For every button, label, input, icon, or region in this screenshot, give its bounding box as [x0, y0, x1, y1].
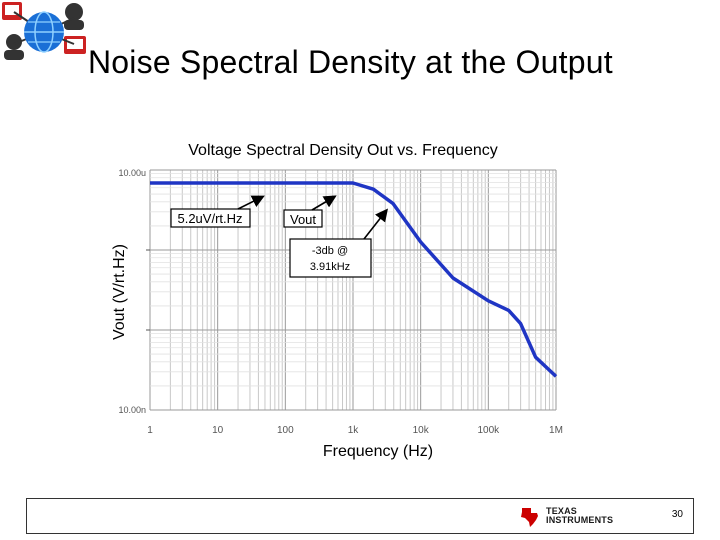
- annotation-arrow-level: [237, 195, 265, 210]
- ti-logo-line1: TEXAS: [546, 506, 578, 516]
- annotations: 5.2uV/rt.Hz Vout -3db @ 3.91kHz: [170, 195, 388, 278]
- chart-title: Voltage Spectral Density Out vs. Frequen…: [188, 142, 497, 159]
- x-tick-label: 10: [212, 425, 224, 436]
- x-tick-label: 100: [277, 425, 294, 436]
- y-tick-label-bottom: 10.00n: [118, 405, 146, 415]
- slide-title: Noise Spectral Density at the Output: [88, 44, 613, 80]
- y-axis-label: Vout (V/rt.Hz): [111, 244, 128, 340]
- annotation-box-3db: [289, 238, 372, 278]
- x-tick-labels: 1 10 100 1k 10k 100k 1M: [147, 425, 563, 436]
- annotation-arrow-3db: [363, 208, 388, 240]
- x-axis-label: Frequency (Hz): [323, 443, 433, 460]
- annotation-box-vout: [283, 209, 323, 228]
- annotation-box-level: [170, 208, 251, 228]
- y-tick-label-top: 10.00u: [118, 168, 146, 178]
- ti-state-icon: [521, 508, 538, 527]
- texas-instruments-logo: TEXAS INSTRUMENTS: [519, 504, 649, 530]
- series-line-vout: [150, 181, 558, 378]
- x-tick-label: 100k: [477, 425, 500, 436]
- x-tick-label: 1M: [549, 425, 563, 436]
- annotation-level-text: 5.2uV/rt.Hz: [177, 211, 242, 226]
- annotation-3db-line2: 3.91kHz: [310, 261, 350, 273]
- chart-grid: [149, 169, 557, 411]
- x-tick-label: 1k: [348, 425, 360, 436]
- page-number: 30: [671, 509, 683, 520]
- x-tick-label: 10k: [413, 425, 430, 436]
- slide-footer: TEXAS INSTRUMENTS 30: [26, 498, 694, 534]
- annotation-vout-text: Vout: [290, 212, 316, 227]
- annotation-3db-line1: -3db @: [312, 245, 348, 257]
- x-tick-label: 1: [147, 425, 153, 436]
- network-globe-icon: [2, 2, 86, 60]
- ti-logo-line2: INSTRUMENTS: [546, 515, 614, 525]
- chart-frame: [146, 249, 150, 331]
- annotation-arrow-vout: [311, 195, 337, 211]
